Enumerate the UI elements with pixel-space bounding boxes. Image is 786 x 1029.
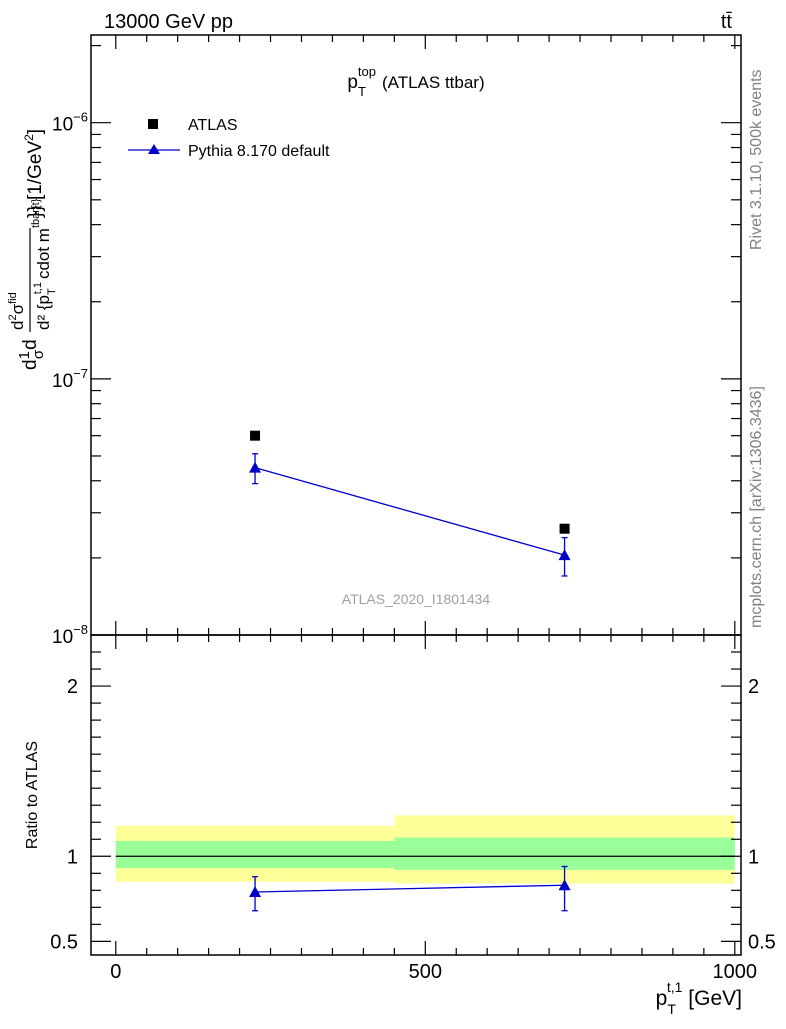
tick-base: 10 [52,115,73,136]
ylabel-num-sigma: σ [8,303,27,314]
ylabel-den-sup: t,1 [32,282,44,294]
x-tick-label: 1000 [713,961,758,983]
ylabel-num-d2: d [8,321,27,330]
ratio-y-tick-label-right: 1 [748,846,759,868]
analysis-watermark: ATLAS_2020_I1801434 [342,591,491,607]
main-panel-data [249,430,571,577]
legend-pythia-marker [148,144,160,154]
tick-exponent: −8 [73,622,88,637]
svg-text:d1σd: d1σd [16,339,47,370]
title-sub: T [358,84,366,99]
main-panel-ticks [91,35,741,636]
legend-pythia-label: Pythia 8.170 default [188,143,330,160]
ylabel-unit-close: ] [25,129,46,134]
svg-text:d² {pTt,1cdot mtbar{t}: d² {pTt,1 cdot mtbar{t} [30,198,58,330]
ratio-y-tick-label-right: 0.5 [748,931,776,953]
ylabel-den-rest: cdot m [34,228,53,279]
ratio-panel-ticks [91,635,741,955]
tick-base: 10 [52,371,73,392]
xlabel-rest: [GeV] [682,987,742,1010]
xlabel-sup: t,1 [667,979,683,995]
collision-energy-label: 13000 GeV pp [104,11,233,33]
ylabel-den-close: }} [1/GeV [25,141,46,218]
ylabel-frac-num: 1 [16,351,33,359]
ratio-y-tick-label: 0.5 [50,931,78,953]
tick-exponent: −7 [73,366,88,381]
ratio-panel-frame [90,634,742,956]
ratio-tick-labels: 0.5 0.5 1 1 2 2 0 500 1000 [50,676,776,983]
xlabel-base: p [656,987,668,1010]
x-axis-label: pTt,1 [GeV] [656,979,742,1017]
legend-atlas-label: ATLAS [188,117,238,134]
ratio-panel-data [249,865,571,912]
legend: ATLAS Pythia 8.170 default [128,117,330,160]
plot-title: pTtop (ATLAS ttbar) [347,64,484,99]
main-y-tick-label: 10−6 [52,110,88,136]
ylabel-mid: d [20,339,41,350]
ylabel-den: d² {p [34,295,53,330]
ratio-pythia-line [255,884,565,893]
ratio-pythia-point [249,886,262,898]
svg-text:d2σfid: d2σfid [7,292,27,330]
main-y-tick-labels: 10−810−710−6 [52,110,88,648]
ratio-y-axis-label: Ratio to ATLAS [24,741,41,849]
pythia-point [558,549,571,561]
process-label: tt̄ [721,11,733,33]
title-rest: (ATLAS ttbar) [382,73,485,92]
mcplots-label: mcplots.cern.ch [arXiv:1306.3436] [748,386,765,628]
ylabel-num-sigma-sup: fid [7,292,19,304]
ylabel-den-sub: T [46,288,58,295]
ylabel-prefix: d [20,359,41,370]
xlabel-sub: T [667,1001,676,1017]
ylabel-unit-sup: 2 [22,134,36,141]
rivet-version-label: Rivet 3.1.10, 500k events [748,69,765,250]
ratio-band-inner [115,840,395,869]
pythia-point [249,461,262,473]
ratio-pythia-point [558,879,571,891]
ratio-uncertainty-bands [115,815,735,884]
legend-atlas-marker [148,119,158,129]
title-base: p [347,72,358,93]
ylabel-num-sup: 2 [7,314,19,320]
svg-text:}} [1/GeV2]: }} [1/GeV2] [22,129,46,218]
atlas-point [559,523,570,534]
x-tick-label: 500 [409,961,442,983]
ratio-y-tick-label: 2 [67,676,78,698]
x-tick-label: 0 [110,961,121,983]
tick-exponent: −6 [73,110,88,125]
ratio-y-tick-label-right: 2 [748,676,759,698]
tick-base: 10 [52,627,73,648]
main-y-tick-label: 10−8 [52,622,88,648]
ylabel-frac-den: σ [30,349,47,359]
ratio-band-inner [394,837,735,870]
atlas-point [250,430,261,441]
ylabel-den-rest-sup: tbar{t} [30,198,42,228]
main-y-tick-label: 10−7 [52,366,88,392]
pythia-line [254,467,565,556]
main-y-axis-label: d1σd d2σfid d² {pTt,1cdot mtbar{t} }} [1… [7,129,58,370]
title-sup: top [358,64,376,79]
ratio-y-tick-label: 1 [67,846,78,868]
